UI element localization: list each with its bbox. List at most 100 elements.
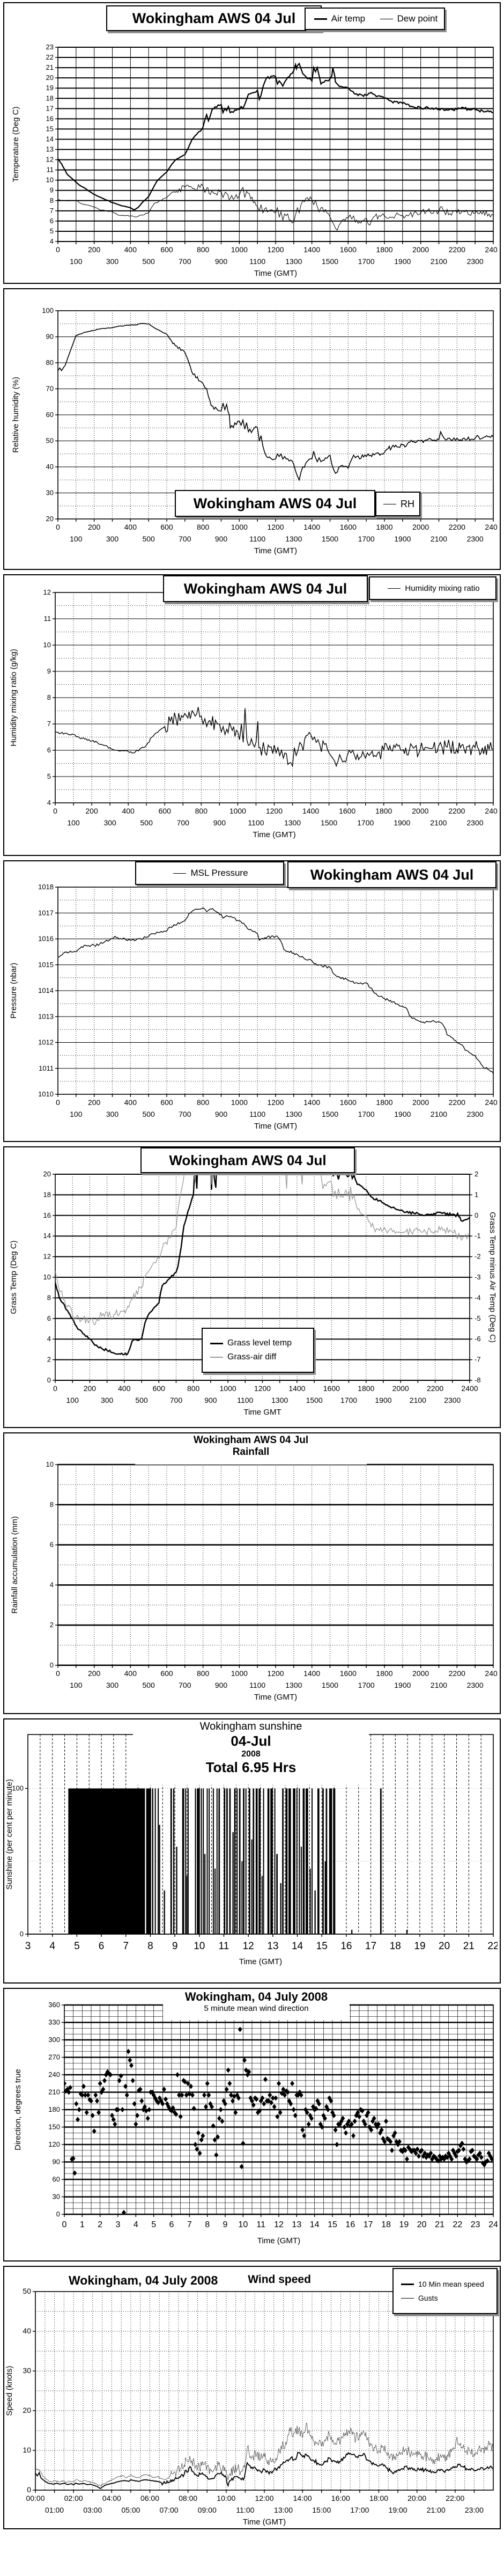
chart-legend: Air temp Dew point: [305, 8, 445, 30]
svg-text:400: 400: [124, 1669, 137, 1678]
svg-text:400: 400: [122, 807, 135, 815]
chart-panel-msl-pressure: 1010 1011 1012 1013 1014 1015 1016 1017 1018 0 100…: [0, 858, 504, 1144]
svg-text:90: 90: [53, 2158, 60, 2166]
svg-text:Time (GMT): Time (GMT): [254, 546, 297, 555]
svg-text:4: 4: [50, 237, 54, 245]
svg-text:2300: 2300: [467, 535, 484, 543]
svg-text:21: 21: [46, 63, 54, 71]
svg-text:17: 17: [46, 104, 54, 112]
svg-text:90: 90: [46, 333, 54, 341]
svg-text:1011: 1011: [39, 1064, 54, 1072]
svg-text:0: 0: [20, 1930, 24, 1938]
svg-text:17: 17: [364, 2220, 373, 2229]
svg-text:14: 14: [292, 1941, 303, 1952]
svg-text:2300: 2300: [467, 1681, 484, 1689]
svg-text:100: 100: [42, 306, 54, 314]
svg-text:1800: 1800: [376, 245, 392, 254]
svg-text:21: 21: [463, 1941, 475, 1952]
chart-subtitle: Rainfall: [232, 1446, 270, 1458]
svg-text:1013: 1013: [38, 1012, 54, 1020]
svg-text:100: 100: [70, 1110, 83, 1118]
svg-text:200: 200: [88, 245, 101, 254]
svg-text:21: 21: [435, 2220, 444, 2229]
svg-text:-4: -4: [475, 1293, 481, 1301]
chart-frame: 4 5 6 7 8 9 10 11 12 0 100 200 300 400 500 600 700 800 900…: [3, 574, 501, 856]
svg-text:2: 2: [475, 1170, 478, 1178]
svg-text:Time GMT: Time GMT: [243, 1408, 281, 1417]
chart-panel-relative-humidity: 20 30 40 50 60 70 80 90 100 0 100 200 300 400 500 600 70…: [0, 286, 504, 572]
svg-text:1600: 1600: [339, 807, 355, 815]
svg-text:2100: 2100: [431, 257, 447, 266]
svg-text:600: 600: [160, 1669, 173, 1678]
svg-text:16:00: 16:00: [331, 2494, 350, 2502]
svg-text:16: 16: [340, 1941, 352, 1952]
svg-text:17: 17: [365, 1941, 376, 1952]
svg-text:2200: 2200: [449, 1098, 465, 1107]
svg-text:11: 11: [47, 166, 54, 174]
svg-text:700: 700: [179, 257, 191, 266]
line-swatch-icon: [388, 588, 401, 589]
chart-title-block: Wokingham AWS 04 Jul Rainfall: [135, 1435, 367, 1465]
svg-text:1300: 1300: [285, 1110, 302, 1118]
svg-text:2200: 2200: [449, 245, 465, 254]
svg-text:Time (GMT): Time (GMT): [254, 269, 297, 278]
svg-text:1010: 1010: [38, 1090, 54, 1098]
svg-text:16: 16: [43, 1211, 51, 1219]
svg-text:8: 8: [47, 693, 51, 701]
svg-text:7: 7: [47, 720, 51, 728]
svg-text:22:00: 22:00: [446, 2494, 464, 2502]
rainfall-plot: 0246810010020030040050060070080090010001…: [10, 1460, 498, 1702]
svg-text:1600: 1600: [340, 523, 357, 531]
svg-text:600: 600: [159, 807, 172, 815]
svg-text:300: 300: [106, 1110, 119, 1118]
svg-text:11:00: 11:00: [236, 2506, 254, 2514]
svg-text:4: 4: [47, 1335, 51, 1343]
svg-text:1300: 1300: [285, 1681, 302, 1689]
svg-text:1000: 1000: [220, 1384, 236, 1393]
svg-text:1100: 1100: [249, 535, 265, 543]
svg-text:6: 6: [47, 1314, 51, 1322]
svg-text:0: 0: [27, 2485, 31, 2494]
svg-text:2200: 2200: [448, 807, 465, 815]
svg-text:1500: 1500: [306, 1396, 323, 1404]
svg-text:0: 0: [475, 1211, 478, 1219]
svg-text:1500: 1500: [322, 1681, 338, 1689]
svg-text:1500: 1500: [322, 257, 338, 266]
chart-title-box: Wokingham AWS 04 Jul: [163, 575, 368, 602]
svg-text:06:00: 06:00: [140, 2494, 159, 2502]
svg-text:7: 7: [123, 1941, 129, 1952]
line-swatch-icon: [314, 18, 327, 20]
svg-text:22: 22: [46, 53, 54, 61]
svg-text:6: 6: [50, 1541, 54, 1549]
svg-text:1400: 1400: [288, 1384, 305, 1393]
chart-title-block: Wokingham, 04 July 2008 Wind speed: [69, 2273, 311, 2288]
svg-text:700: 700: [177, 818, 190, 827]
svg-text:0: 0: [53, 807, 57, 815]
svg-text:100: 100: [70, 1681, 83, 1689]
svg-text:150: 150: [48, 2123, 60, 2131]
svg-text:14: 14: [46, 135, 54, 143]
svg-text:180: 180: [48, 2105, 60, 2113]
svg-text:18: 18: [390, 1941, 401, 1952]
svg-text:1200: 1200: [267, 245, 284, 254]
chart-frame: 0 2 4 6 8 10 0 100 200 300 400 500 600 700 800 900 1000 1…: [3, 1432, 501, 1714]
svg-text:2000: 2000: [412, 1669, 429, 1678]
svg-text:10:00: 10:00: [217, 2494, 235, 2502]
svg-text:2200: 2200: [449, 1669, 465, 1678]
svg-text:1800: 1800: [375, 807, 392, 815]
svg-text:01:00: 01:00: [45, 2506, 64, 2514]
svg-text:20: 20: [46, 74, 54, 82]
svg-text:40: 40: [46, 463, 54, 471]
svg-text:1200: 1200: [267, 1669, 284, 1678]
svg-text:2400: 2400: [485, 523, 498, 531]
svg-text:Time (GMT): Time (GMT): [257, 2236, 300, 2245]
chart-frame: 0 10 20 30 40 50 00:00 01:00 02:00 03:00 04:00 05:0…: [3, 2266, 501, 2529]
svg-text:1900: 1900: [394, 1681, 411, 1689]
svg-text:2300: 2300: [444, 1396, 461, 1404]
svg-text:200: 200: [88, 1098, 101, 1107]
svg-text:12: 12: [46, 156, 54, 164]
svg-text:23:00: 23:00: [465, 2506, 484, 2514]
svg-text:12: 12: [43, 588, 51, 596]
svg-text:700: 700: [170, 1396, 183, 1404]
svg-text:2000: 2000: [412, 1098, 429, 1107]
